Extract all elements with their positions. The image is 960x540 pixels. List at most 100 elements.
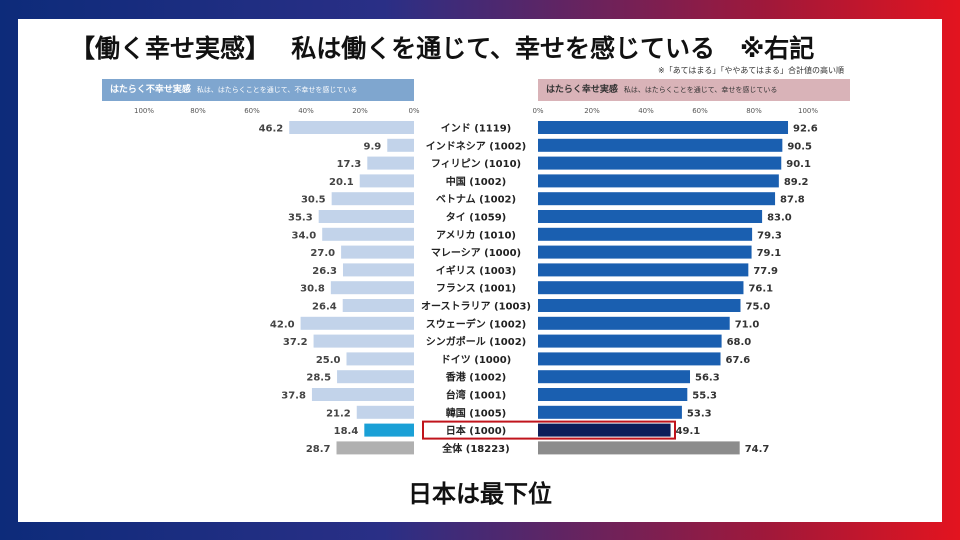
right-tick-label: 0% — [532, 107, 543, 115]
unhappy-value-label: 37.8 — [281, 391, 306, 402]
happy-header-sub: 私は、はたらくことを通じて、幸せを感じている — [623, 86, 778, 94]
category-label: 中国 (1002) — [446, 175, 506, 188]
unhappy-header-sub: 私は、はたらくことを通じて、不幸せを感じている — [196, 86, 358, 94]
happy-bar — [538, 263, 749, 277]
right-tick-label: 20% — [584, 107, 600, 115]
happy-value-label: 74.7 — [745, 444, 770, 455]
unhappy-value-label: 28.7 — [306, 444, 331, 455]
category-label: スウェーデン (1002) — [426, 317, 526, 330]
slide-title: 【働く幸せ実感】 私は働くを通じて、幸せを感じている ※右記 — [70, 34, 815, 63]
happy-value-label: 89.2 — [784, 177, 809, 188]
category-label: 韓国 (1005) — [446, 406, 506, 419]
unhappy-value-label: 26.4 — [312, 302, 337, 313]
unhappy-value-label: 34.0 — [292, 230, 317, 241]
category-label: 全体 (18223) — [441, 442, 509, 455]
unhappy-bar — [346, 352, 414, 366]
left-tick-label: 20% — [352, 107, 368, 115]
unhappy-bar — [356, 405, 414, 419]
happy-value-label: 77.9 — [753, 266, 778, 277]
happy-bar — [538, 405, 682, 419]
happy-value-label: 79.3 — [757, 230, 782, 241]
happy-bar — [538, 227, 753, 241]
category-label: イギリス (1003) — [436, 264, 516, 277]
unhappy-value-label: 28.5 — [306, 373, 331, 384]
unhappy-bar — [331, 192, 414, 206]
happy-value-label: 87.8 — [780, 195, 805, 206]
category-label: シンガポール (1002) — [426, 335, 526, 348]
caption: 日本は最下位 — [408, 480, 552, 508]
japan-highlight-box — [422, 420, 676, 440]
happy-value-label: 92.6 — [793, 124, 818, 135]
category-label: マレーシア (1000) — [431, 247, 521, 259]
happy-value-label: 68.0 — [727, 337, 752, 348]
left-tick-label: 40% — [298, 107, 314, 115]
left-tick-label: 60% — [244, 107, 260, 115]
left-tick-label: 100% — [134, 107, 154, 115]
sort-note: ※「あてはまる」「ややあてはまる」合計値の高い順 — [658, 66, 845, 75]
right-tick-label: 60% — [692, 107, 708, 115]
unhappy-bar — [289, 121, 414, 134]
happy-header: はたらく幸せ実感 私は、はたらくことを通じて、幸せを感じている — [538, 79, 850, 101]
happy-header-label: はたらく幸せ実感 — [546, 85, 618, 95]
unhappy-value-label: 30.8 — [300, 284, 325, 295]
unhappy-bar — [337, 370, 414, 384]
category-label: インドネシア (1002) — [426, 140, 526, 152]
butterfly-chart: 100% 80% 60% 40% 20% 0% 0% 20% 40% 60% 80% 100% 46.2… — [134, 107, 818, 455]
unhappy-bar — [342, 299, 414, 312]
unhappy-bar — [342, 263, 414, 277]
unhappy-value-label: 25.0 — [316, 355, 341, 366]
happy-bar — [538, 210, 763, 223]
unhappy-value-label: 27.0 — [310, 248, 335, 259]
happy-value-label: 83.0 — [767, 213, 792, 224]
unhappy-value-label: 30.5 — [301, 195, 326, 206]
category-label: アメリカ (1010) — [436, 229, 516, 241]
unhappy-bar — [330, 281, 414, 295]
category-label: 台湾 (1001) — [446, 389, 506, 402]
category-label: ベトナム (1002) — [436, 194, 516, 206]
unhappy-bar — [387, 138, 414, 152]
happy-value-label: 79.1 — [757, 248, 782, 259]
unhappy-value-label: 35.3 — [288, 213, 313, 224]
happy-bar — [538, 299, 741, 312]
unhappy-value-label: 46.2 — [259, 124, 284, 135]
happy-value-label: 71.0 — [735, 319, 760, 330]
unhappy-header-label: はたらく不幸せ実感 — [110, 85, 191, 95]
happy-bar — [538, 388, 688, 401]
unhappy-header: はたらく不幸せ実感 私は、はたらくことを通じて、不幸せを感じている — [102, 79, 414, 101]
happy-bar — [538, 352, 721, 366]
left-tick-label: 80% — [190, 107, 206, 115]
category-label: フィリピン (1010) — [431, 158, 521, 170]
unhappy-value-label: 17.3 — [337, 159, 362, 170]
happy-bar — [538, 441, 740, 455]
unhappy-bar — [300, 316, 414, 330]
happy-bar — [538, 370, 691, 384]
slide: 【働く幸せ実感】 私は働くを通じて、幸せを感じている ※右記 ※「あてはまる」「… — [18, 19, 942, 522]
unhappy-bar — [341, 245, 414, 259]
happy-bar — [538, 121, 789, 134]
unhappy-value-label: 21.2 — [326, 408, 351, 419]
unhappy-value-label: 18.4 — [334, 426, 359, 437]
happy-bar — [538, 192, 776, 206]
right-tick-label: 100% — [798, 107, 818, 115]
happy-value-label: 56.3 — [695, 373, 720, 384]
happy-value-label: 90.5 — [787, 141, 812, 152]
category-label: フランス (1001) — [436, 283, 516, 295]
unhappy-bar — [313, 334, 414, 348]
right-tick-label: 40% — [638, 107, 654, 115]
happy-value-label: 55.3 — [692, 391, 717, 402]
category-label: 日本 (1000) — [446, 424, 506, 437]
unhappy-bar — [367, 156, 414, 170]
unhappy-bar — [364, 423, 414, 437]
happy-value-label: 75.0 — [746, 302, 771, 313]
happy-bar — [538, 245, 752, 259]
unhappy-value-label: 9.9 — [364, 141, 382, 152]
unhappy-value-label: 26.3 — [312, 266, 337, 277]
happy-bar — [538, 316, 730, 330]
happy-bar — [538, 423, 671, 437]
happy-bar — [538, 174, 779, 188]
happy-bar — [538, 138, 783, 152]
unhappy-bar — [318, 210, 414, 223]
happy-value-label: 90.1 — [786, 159, 811, 170]
unhappy-value-label: 20.1 — [329, 177, 354, 188]
category-label: オーストラリア (1003) — [421, 301, 531, 313]
